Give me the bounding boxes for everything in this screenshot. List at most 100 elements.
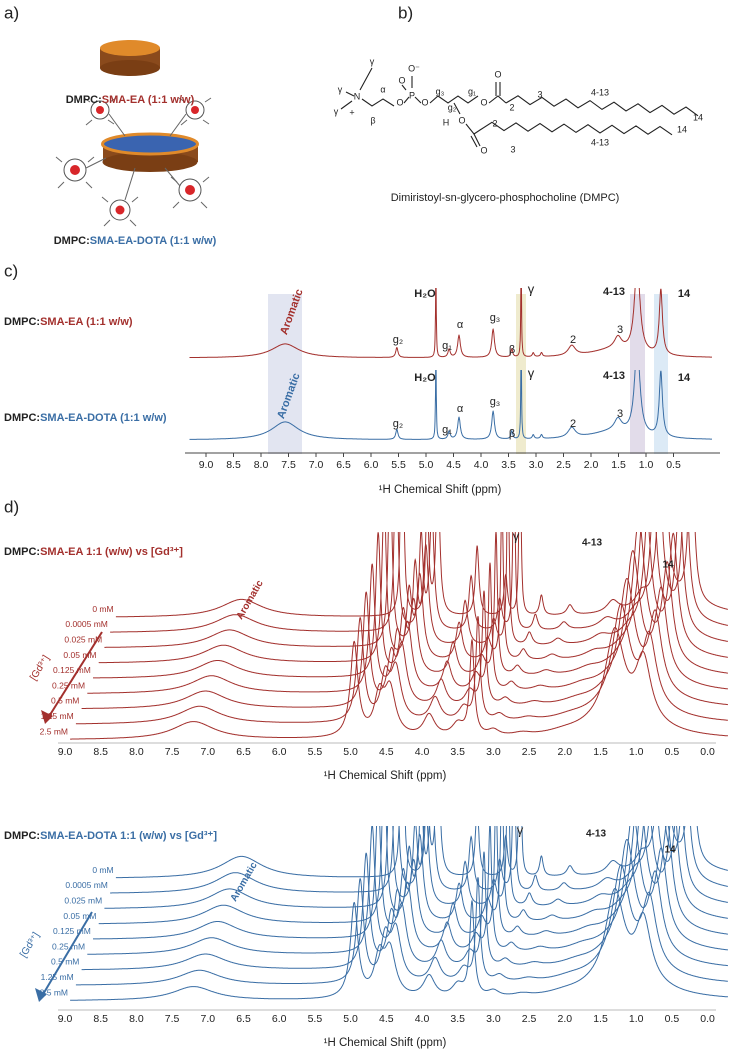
structure-label: 2 (492, 118, 497, 128)
x-tick-label: 1.0 (639, 459, 654, 471)
structure-label: g₃ (436, 86, 445, 96)
bond (359, 67, 373, 91)
sample-label: DMPC:SMA-EA-DOTA (1:1 w/w) (54, 235, 217, 247)
x-tick-label: 4.5 (446, 459, 461, 471)
spectrum (93, 826, 728, 940)
spectrum (189, 288, 712, 359)
sample-name: SMA-EA-DOTA 1:1 (w/w) vs [Gd³⁺] (40, 830, 217, 842)
structure-label: 14 (693, 112, 703, 122)
structure-label: + (349, 107, 354, 117)
concentration-label: 1.25 mM (41, 972, 74, 982)
bond (470, 135, 478, 148)
peak-label: 14 (662, 560, 674, 571)
bond (488, 95, 507, 104)
structure-label: 3 (537, 89, 542, 99)
concentration-label: 0.0005 mM (65, 880, 108, 890)
x-tick-label: 0.0 (700, 746, 715, 758)
x-tick-label: 6.0 (272, 746, 287, 758)
structure-label: g₁ (468, 86, 476, 96)
highlight-band (630, 294, 645, 454)
x-tick-label: 9.0 (199, 459, 214, 471)
sample-name: SMA-EA (1:1 w/w) (102, 94, 195, 106)
x-tick-label: 1.5 (593, 1013, 608, 1025)
peak-label: β (509, 428, 515, 440)
concentration-label: 0 mM (92, 865, 113, 875)
x-tick-label: 0.5 (665, 746, 680, 758)
bond (361, 98, 395, 107)
structure-label: O (494, 69, 501, 79)
structure-label: α (380, 84, 385, 94)
spectrum (104, 826, 728, 909)
x-tick-label: 7.0 (200, 746, 215, 758)
x-tick-label: 5.0 (343, 746, 358, 758)
x-tick-label: 0.0 (700, 1013, 715, 1025)
x-tick-label: 2.5 (522, 1013, 537, 1025)
spectrum (93, 532, 728, 679)
x-tick-label: 5.0 (419, 459, 434, 471)
sample-label: DMPC:SMA-EA (1:1 w/w) (4, 316, 133, 328)
bond (340, 100, 353, 110)
spectrum (81, 578, 728, 709)
structure-label: γ (338, 84, 343, 94)
panel-label: a) (4, 3, 19, 22)
concentration-label: 0.125 mM (53, 665, 91, 675)
x-tick-label: 3.5 (501, 459, 516, 471)
peak-label: γ (528, 281, 535, 296)
sample-label: DMPC:SMA-EA 1:1 (w/w) vs [Gd³⁺] (4, 546, 183, 558)
spectrum (75, 864, 729, 986)
axis-title: ¹H Chemical Shift (ppm) (324, 1037, 447, 1049)
x-tick-label: 3.5 (450, 746, 465, 758)
sample-prefix: DMPC: (4, 830, 40, 842)
spectrum (70, 627, 729, 740)
x-tick-label: 5.5 (308, 1013, 323, 1025)
x-tick-label: 6.5 (236, 1013, 251, 1025)
sample-prefix: DMPC: (4, 412, 40, 424)
concentration-label: 0.05 mM (63, 650, 96, 660)
spectrum (189, 370, 712, 440)
x-tick-label: 5.5 (391, 459, 406, 471)
structure-label: P (409, 90, 415, 100)
x-tick-label: 9.0 (58, 1013, 73, 1025)
concentration-label: 0.25 mM (52, 941, 85, 951)
peak-label: 3 (617, 408, 623, 420)
spectrum (87, 550, 728, 694)
x-tick-label: 3.0 (486, 1013, 501, 1025)
spectrum (87, 826, 728, 955)
x-tick-label: 0.5 (666, 459, 681, 471)
x-tick-label: 6.5 (336, 459, 351, 471)
peak-label: 4-13 (603, 286, 625, 298)
concentration-label: 0.025 mM (64, 634, 102, 644)
gd-arrow (47, 631, 103, 719)
peak-label: g₃ (490, 396, 501, 408)
peak-label: 14 (678, 372, 691, 384)
bond (465, 121, 673, 136)
x-tick-label: 8.0 (129, 746, 144, 758)
bond (473, 133, 481, 147)
x-tick-label: 7.0 (200, 1013, 215, 1025)
concentration-label: 0.5 mM (51, 696, 79, 706)
bond (453, 102, 461, 115)
peak-label: γ (517, 822, 524, 837)
peak-label: 2 (570, 334, 576, 346)
concentration-label: 1.25 mM (41, 711, 74, 721)
structure-label: O⁻ (408, 63, 420, 73)
sample-name: SMA-EA 1:1 (w/w) vs [Gd³⁺] (40, 546, 183, 558)
x-tick-label: 5.5 (308, 746, 323, 758)
concentration-label: 2.5 mM (40, 987, 68, 997)
concentration-label: 0.5 mM (51, 957, 79, 967)
caption: Dimiristoyl-sn-glycero-phosphocholine (D… (391, 192, 620, 204)
peak-label: γ (513, 528, 520, 543)
x-tick-label: 4.5 (379, 746, 394, 758)
gd-arrow (41, 911, 93, 997)
bond (505, 95, 699, 117)
structure-label: 14 (677, 124, 687, 134)
peak-label: g₃ (490, 312, 501, 324)
concentration-label: 0.125 mM (53, 926, 91, 936)
peak-label: γ (528, 365, 535, 380)
bond (403, 96, 410, 104)
bond (414, 96, 422, 104)
structure-label: 4-13 (591, 87, 609, 97)
spectrum (70, 887, 729, 1001)
concentration-label: 0.0005 mM (65, 619, 108, 629)
